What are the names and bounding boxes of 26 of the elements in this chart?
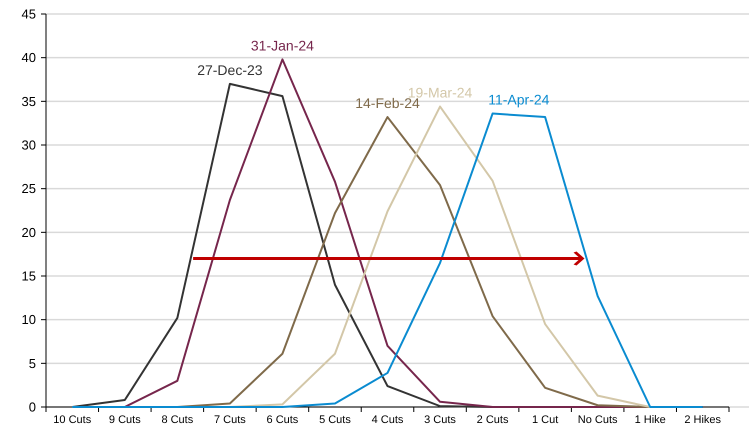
y-tick-label: 35 [22,94,36,109]
x-tick-label: 8 Cuts [161,414,194,426]
x-tick-label: 9 Cuts [108,414,142,426]
y-tick-label: 5 [28,356,36,371]
x-tick-label: 5 Cuts [319,414,352,426]
series-label: 31-Jan-24 [250,37,314,54]
x-tick-label: 1 Hike [634,414,666,426]
x-tick-label: 6 Cuts [266,414,299,426]
y-tick-label: 25 [22,181,36,196]
x-tick-label: 10 Cuts [53,414,92,426]
x-tick-label: 4 Cuts [372,414,404,426]
x-tick-label: 2 Cuts [476,414,509,426]
x-tick-label: No Cuts [578,414,618,426]
y-tick-label: 15 [22,268,36,284]
series-label: 27-Dec-23 [197,62,263,78]
y-tick-label: 0 [28,400,36,415]
x-tick-label: 2 Hikes [684,414,722,426]
y-tick-label: 10 [22,312,36,328]
y-tick-label: 40 [22,50,36,66]
x-tick-label: 7 Cuts [214,414,246,426]
x-tick-label: 3 Cuts [424,414,456,426]
y-tick-label: 20 [22,224,36,240]
series-label: 11-Apr-24 [488,92,550,108]
y-tick-label: 30 [22,138,36,153]
x-tick-label: 1 Cut [532,414,558,426]
y-tick-label: 45 [22,6,36,22]
